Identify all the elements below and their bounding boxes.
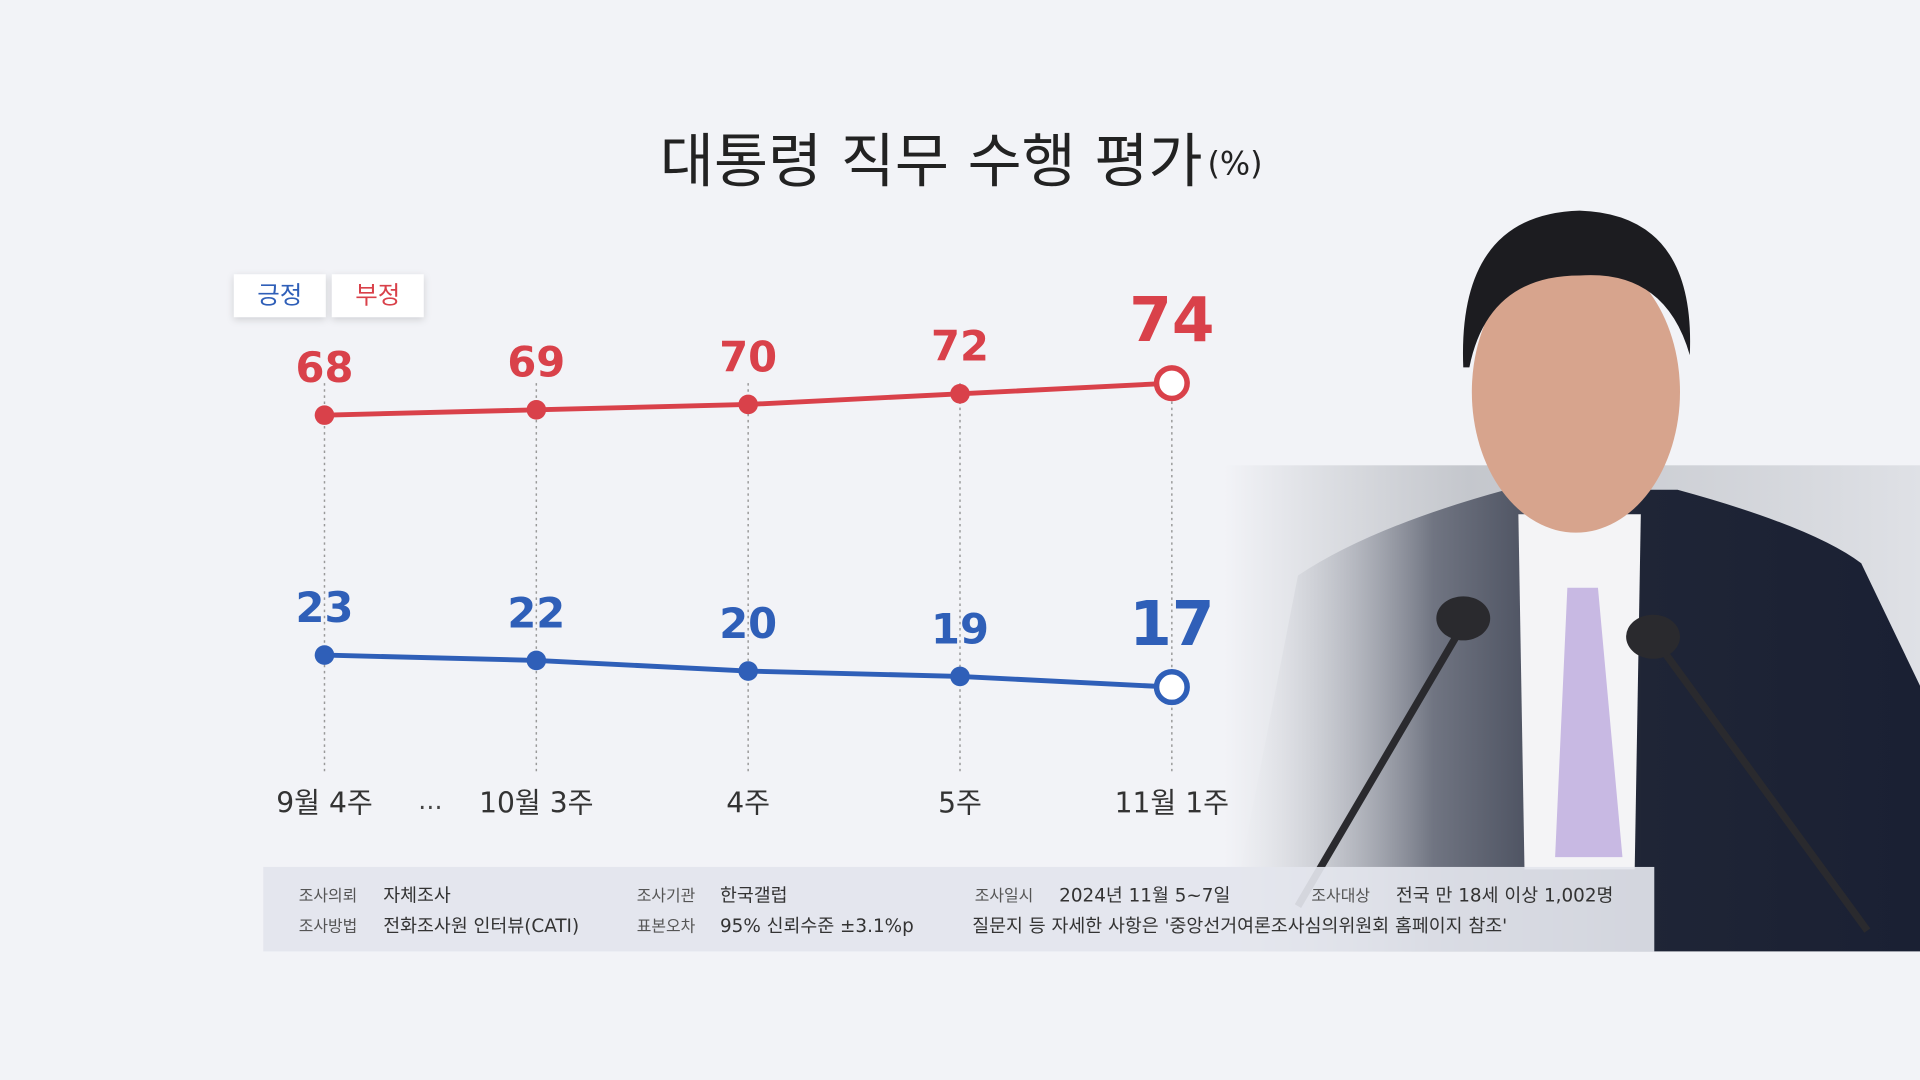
- point: [950, 666, 970, 687]
- point: [526, 400, 547, 420]
- face: [1471, 251, 1680, 533]
- photo: [1224, 210, 1920, 952]
- survey-box: [263, 866, 1655, 952]
- survey-value: 한국갤럽: [720, 885, 788, 906]
- survey-value: 자체조사: [383, 885, 451, 906]
- value-label: 69: [507, 338, 565, 387]
- survey-note: 질문지 등 자세한 사항은 '중앙선거여론조사심의위원회 홈페이지 참조': [972, 916, 1507, 937]
- point: [738, 661, 758, 681]
- survey-label: 표본오차: [637, 916, 696, 935]
- value-label: 72: [931, 322, 989, 371]
- point: [314, 405, 335, 425]
- tie: [1555, 587, 1623, 858]
- value-label: 68: [296, 343, 354, 392]
- point: [1153, 365, 1190, 402]
- x-tick-label: 9월 4주: [276, 786, 373, 819]
- value-label: 74: [1129, 285, 1214, 356]
- survey-label: 조사의뢰: [299, 886, 358, 905]
- chart-title: 대통령 직무 수행 평가 (%): [660, 126, 1263, 195]
- microphone: [1626, 614, 1680, 659]
- microphone: [1650, 634, 1871, 933]
- survey-label: 조사방법: [299, 916, 358, 935]
- hair: [1462, 210, 1691, 368]
- legend-label: 긍정: [257, 280, 302, 309]
- point: [738, 394, 758, 415]
- survey-value: 2024년 11월 5~7일: [1059, 885, 1230, 906]
- microphone: [1294, 622, 1467, 908]
- legend-label: 부정: [355, 280, 400, 309]
- value-label: 70: [719, 332, 777, 381]
- point: [314, 645, 335, 665]
- value-label: 23: [296, 583, 354, 632]
- survey-label: 조사대상: [1311, 886, 1370, 905]
- x-tick-label: 4주: [726, 786, 770, 819]
- survey-value: 전화조사원 인터뷰(CATI): [383, 916, 579, 937]
- x-tick-label: 11월 1주: [1115, 786, 1229, 819]
- survey-label: 조사일시: [975, 886, 1034, 905]
- x-tick-label: 10월 3주: [479, 786, 594, 819]
- point: [1153, 669, 1190, 706]
- survey-label: 조사기관: [637, 886, 696, 905]
- value-label: 22: [507, 588, 565, 637]
- value-label: 17: [1129, 589, 1214, 660]
- point: [950, 384, 970, 404]
- survey-value: 95% 신뢰수준 ±3.1%p: [720, 916, 914, 937]
- value-label: 19: [931, 604, 989, 653]
- value-label: 20: [719, 599, 777, 648]
- point: [526, 650, 547, 671]
- microphone: [1436, 596, 1491, 641]
- survey-value: 전국 만 18세 이상 1,002명: [1396, 885, 1614, 906]
- legend-box: [233, 274, 326, 318]
- category-break: …: [418, 786, 442, 815]
- legend-box: [331, 274, 424, 318]
- x-tick-label: 5주: [938, 786, 982, 819]
